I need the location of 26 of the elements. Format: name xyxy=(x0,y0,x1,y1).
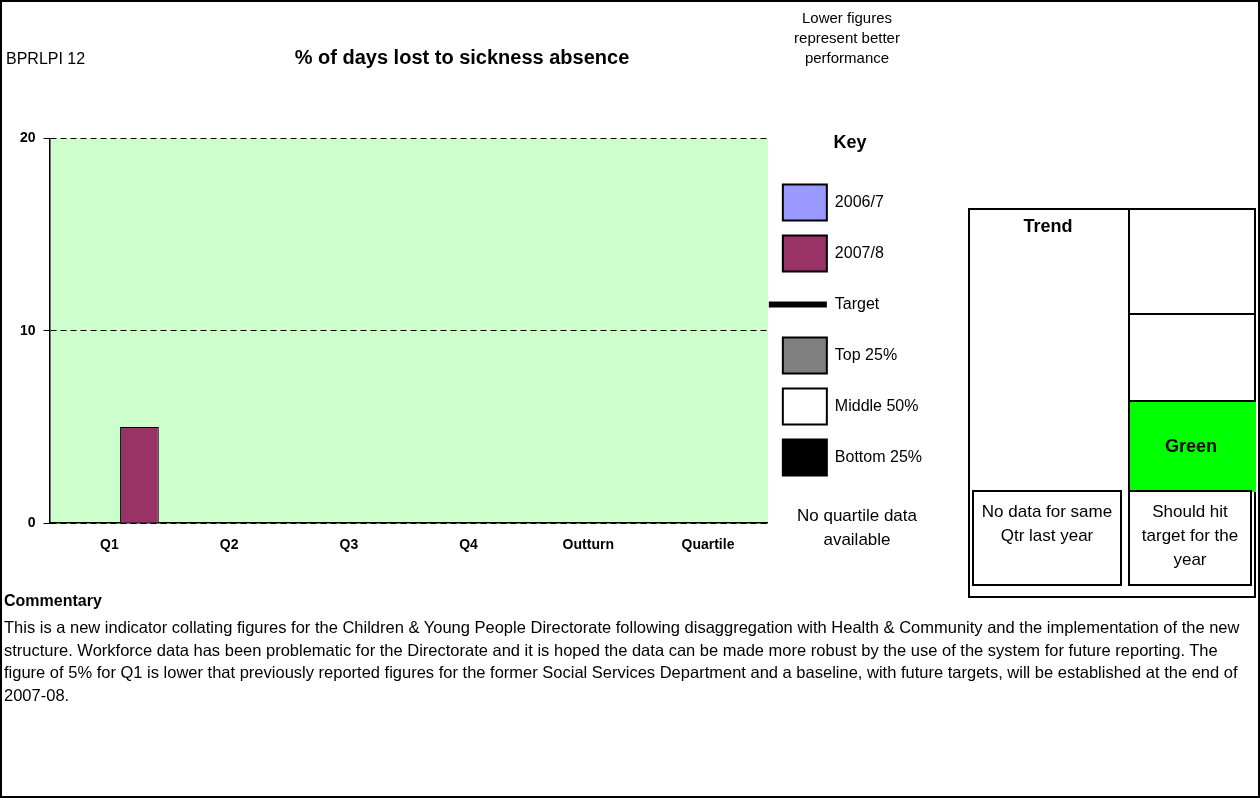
text: Green xyxy=(1164,436,1218,457)
x-tick-label: Q4 xyxy=(459,536,479,553)
x-tick-label: Outturn xyxy=(562,536,614,553)
text: Trend xyxy=(1022,216,1074,237)
text: BPRLPI 12 xyxy=(6,50,87,68)
legend-label: Target xyxy=(834,295,880,313)
x-tick-label: Quartile xyxy=(681,536,735,553)
legend-title: Key xyxy=(833,131,867,152)
text: Commentary xyxy=(4,592,103,610)
legend-label: 2006/7 xyxy=(834,193,884,211)
legend-label: 2007/8 xyxy=(834,244,884,262)
x-tick-label: Q2 xyxy=(219,536,239,553)
legend-label: Middle 50% xyxy=(834,397,919,415)
legend-label: Bottom 25% xyxy=(834,448,922,466)
text: This is a new indicator collating figures for the Children & Young People Directorate following disaggregation with Health & Community and the implementation of the new structure. Workforce data has been problematic for the Directorate and it is hoped the data can be made more robust by the use of the system for future reporting. The figure of 5% for Q1 is lower that previously reported figures for the former Social Services Department and a baseline, with future targets, will be established at the end of 2007-08. xyxy=(4,617,1241,706)
y-tick-label: 0 xyxy=(27,514,36,531)
x-tick-label: Q3 xyxy=(339,536,359,553)
legend-label: Top 25% xyxy=(834,346,898,364)
y-tick-label: 20 xyxy=(19,129,36,146)
text: Should hit target for the year xyxy=(1128,490,1252,586)
chart-title: % of days lost to sickness absence xyxy=(293,46,631,69)
text: No data for same Qtr last year xyxy=(972,490,1122,586)
y-tick-label: 10 xyxy=(19,321,36,338)
text: No quartile data available xyxy=(796,505,918,551)
x-tick-label: Q1 xyxy=(100,536,119,553)
text: Lower figures represent better performance xyxy=(793,8,901,68)
